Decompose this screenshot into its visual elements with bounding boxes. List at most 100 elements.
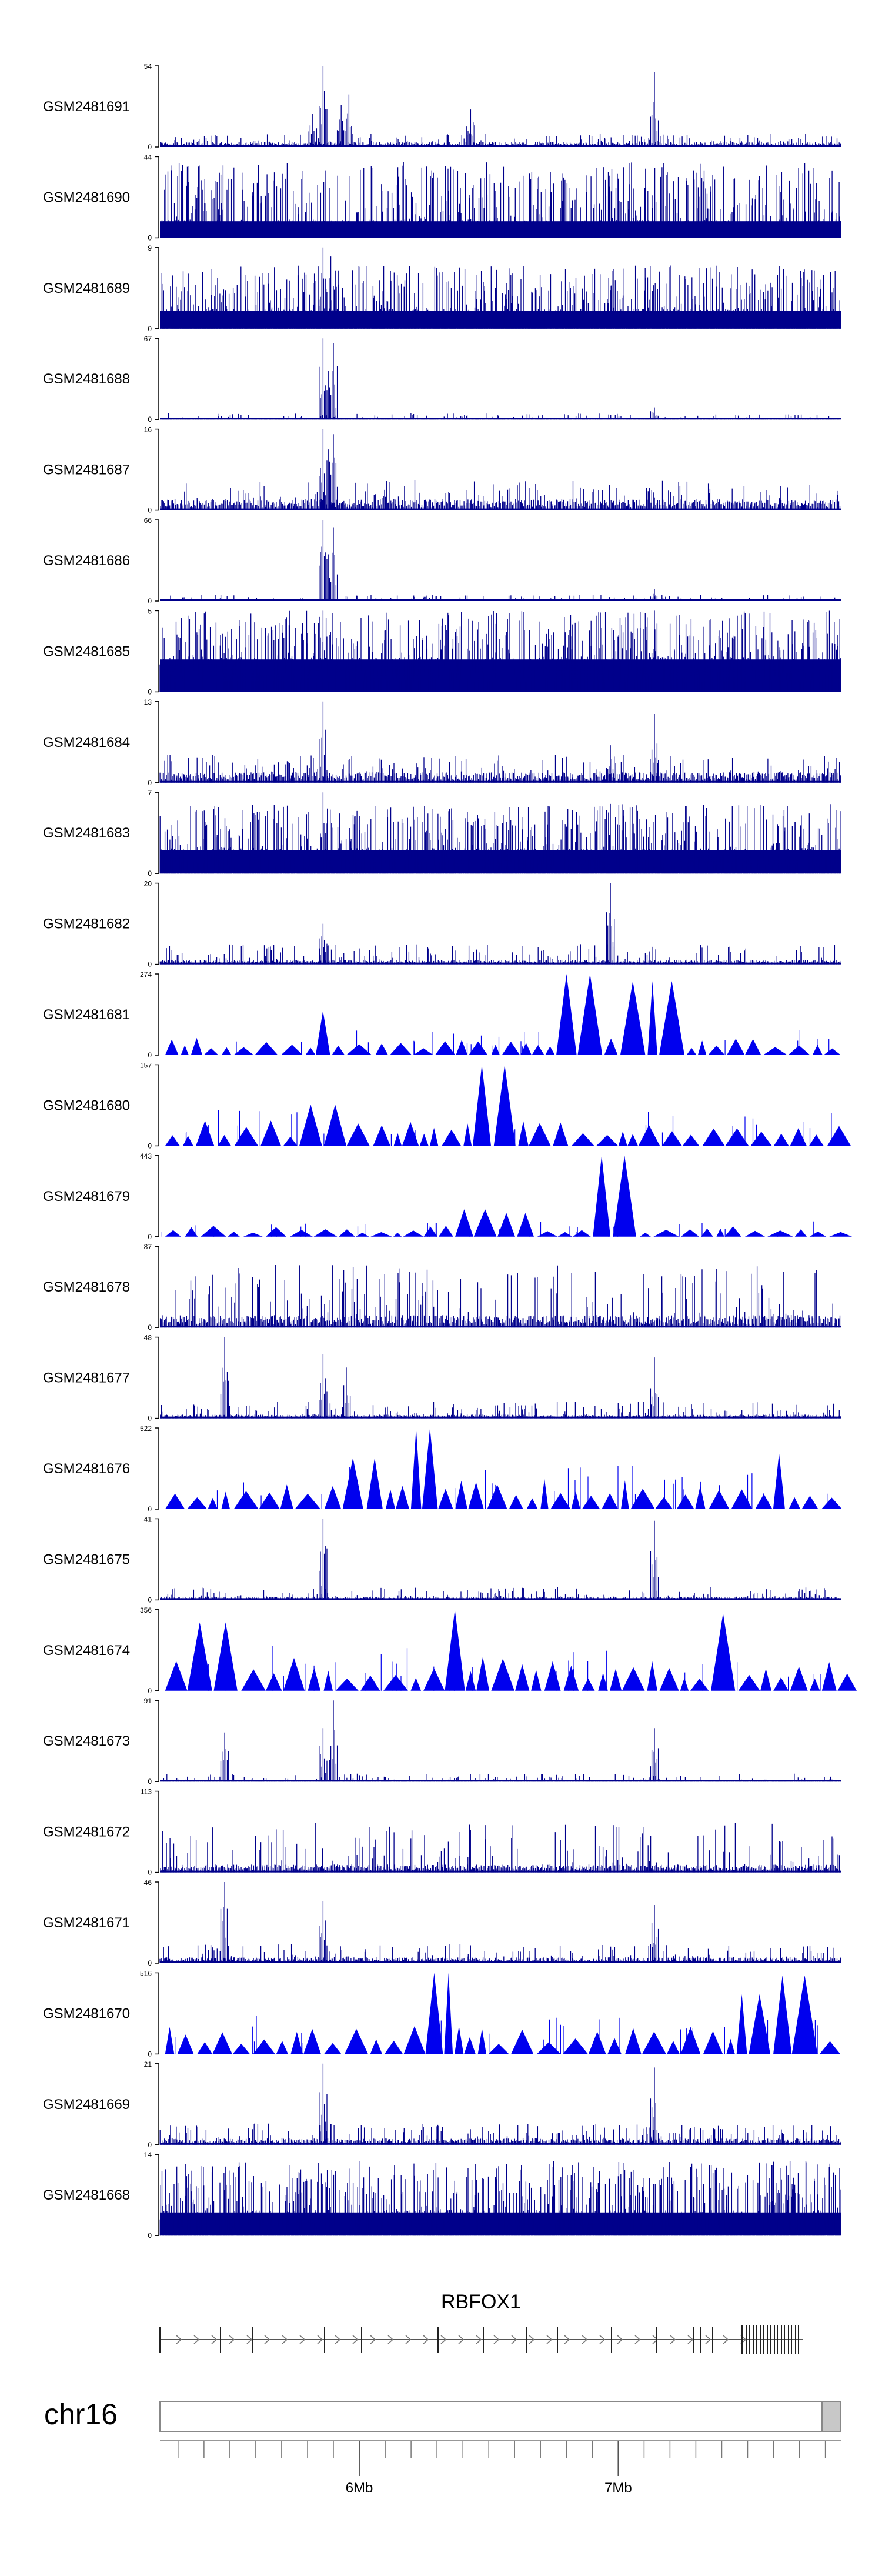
y-min-label: 0	[148, 2050, 152, 2058]
y-min-label: 0	[148, 415, 152, 423]
y-min-label: 0	[148, 688, 152, 696]
track-GSM2481688: GSM2481688 67 0	[43, 335, 841, 423]
y-min-label: 0	[148, 1051, 152, 1059]
y-min-label: 0	[148, 1777, 152, 1786]
coverage-bars	[160, 520, 840, 601]
y-max-label: 274	[140, 970, 152, 979]
y-max-label: 66	[144, 516, 152, 525]
coverage-bars	[159, 1265, 841, 1328]
y-max-label: 13	[144, 698, 152, 706]
signal-spikes	[185, 1110, 832, 1146]
gene-exons	[159, 2325, 799, 2354]
track-GSM2481680: GSM2481680 157 0	[43, 1061, 851, 1150]
coverage-bars	[160, 1519, 841, 1600]
coverage-bars	[159, 1882, 841, 1963]
track-GSM2481685: GSM2481685 5 0	[43, 607, 841, 696]
signal-spikes	[216, 1466, 828, 1509]
y-max-label: 67	[144, 335, 152, 343]
track-GSM2481681: GSM2481681 274 0	[43, 970, 841, 1059]
track-GSM2481672: GSM2481672 113 0	[43, 1788, 841, 1877]
track-label: GSM2481670	[43, 2006, 130, 2021]
track-GSM2481674: GSM2481674 356 0	[43, 1606, 857, 1695]
gene-label: RBFOX1	[441, 2291, 521, 2313]
track-GSM2481687: GSM2481687 16 0	[43, 426, 841, 515]
y-max-label: 44	[144, 153, 152, 161]
coverage-bars	[159, 610, 841, 692]
coverage-bars	[159, 2063, 841, 2145]
y-max-label: 87	[144, 1243, 152, 1251]
y-min-label: 0	[148, 1233, 152, 1241]
y-min-label: 0	[148, 1868, 152, 1877]
y-min-label: 0	[148, 233, 152, 242]
track-GSM2481678: GSM2481678 87 0	[43, 1243, 841, 1332]
genome-axis-track: chr16 6Mb 7Mb	[44, 2398, 841, 2496]
y-min-label: 0	[148, 143, 152, 151]
peak-area	[160, 974, 841, 1055]
coverage-bars	[160, 1700, 841, 1782]
track-label: GSM2481682	[43, 916, 130, 932]
x-tick-label: 7Mb	[604, 2480, 632, 2496]
track-GSM2481690: GSM2481690 44 0	[43, 153, 841, 242]
y-max-label: 356	[140, 1606, 152, 1614]
signal-spikes	[236, 1030, 830, 1055]
track-label: GSM2481672	[43, 1824, 130, 1840]
chromosome-ideogram	[159, 2401, 841, 2432]
y-max-label: 21	[144, 2060, 152, 2068]
y-max-label: 91	[144, 1697, 152, 1705]
track-GSM2481671: GSM2481671 46 0	[43, 1878, 841, 1967]
y-max-label: 113	[141, 1788, 152, 1796]
track-GSM2481673: GSM2481673 91 0	[43, 1697, 841, 1786]
coverage-bars	[160, 1337, 841, 1419]
track-GSM2481669: GSM2481669 21 0	[43, 2060, 841, 2149]
y-min-label: 0	[148, 1323, 152, 1332]
track-label: GSM2481688	[43, 371, 130, 387]
y-min-label: 0	[148, 960, 152, 969]
track-label: GSM2481671	[43, 1915, 130, 1931]
track-GSM2481670: GSM2481670 516 0	[43, 1969, 841, 2058]
coverage-bars	[160, 1823, 840, 1873]
track-label: GSM2481673	[43, 1733, 130, 1749]
track-label: GSM2481668	[43, 2187, 130, 2203]
coverage-bars	[160, 66, 841, 147]
coverage-bars	[160, 162, 841, 238]
y-min-label: 0	[148, 1142, 152, 1150]
y-max-label: 46	[144, 1878, 152, 1887]
y-min-label: 0	[148, 1596, 152, 1604]
track-label: GSM2481674	[43, 1643, 130, 1659]
signal-spikes	[161, 1221, 814, 1237]
y-max-label: 16	[144, 426, 152, 434]
track-label: GSM2481691	[43, 99, 130, 115]
track-GSM2481677: GSM2481677 48 0	[43, 1334, 841, 1423]
track-label: GSM2481679	[43, 1189, 130, 1204]
track-label: GSM2481680	[43, 1097, 130, 1113]
y-min-label: 0	[148, 2141, 152, 2149]
coverage-bars	[160, 338, 841, 420]
track-label: GSM2481681	[43, 1007, 130, 1023]
coverage-bars	[159, 2161, 841, 2236]
y-max-label: 14	[144, 2151, 152, 2159]
y-max-label: 9	[148, 244, 152, 252]
track-GSM2481691: GSM2481691 54 0	[43, 62, 841, 151]
track-label: GSM2481678	[43, 1279, 130, 1295]
y-min-label: 0	[148, 1687, 152, 1695]
y-max-label: 54	[144, 62, 152, 71]
y-max-label: 7	[148, 789, 152, 797]
coverage-bars	[160, 247, 841, 329]
y-max-label: 157	[140, 1061, 152, 1069]
track-label: GSM2481689	[43, 281, 130, 296]
y-max-label: 48	[144, 1334, 152, 1342]
y-min-label: 0	[148, 597, 152, 605]
track-GSM2481683: GSM2481683 7 0	[43, 789, 841, 877]
track-label: GSM2481683	[43, 825, 130, 841]
peak-area	[160, 1155, 853, 1237]
peak-area	[160, 1065, 851, 1146]
track-label: GSM2481685	[43, 643, 130, 659]
coverage-bars	[159, 701, 841, 783]
y-max-label: 522	[140, 1424, 152, 1433]
track-GSM2481684: GSM2481684 13 0	[43, 698, 841, 787]
y-min-label: 0	[148, 506, 152, 515]
track-GSM2481676: GSM2481676 522 0	[43, 1424, 842, 1513]
track-GSM2481682: GSM2481682 20 0	[43, 880, 841, 969]
track-label: GSM2481669	[43, 2097, 130, 2113]
